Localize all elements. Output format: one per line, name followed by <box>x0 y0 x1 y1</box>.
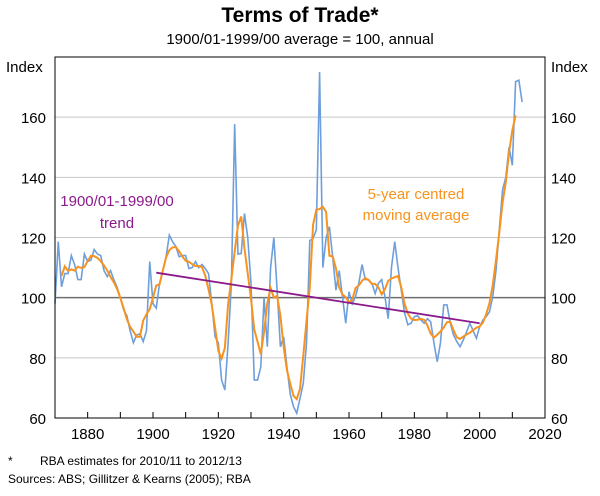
y-tick-label-left: 160 <box>21 110 46 127</box>
y-tick-label-left: 60 <box>29 411 46 428</box>
x-tick-label: 1960 <box>332 426 365 443</box>
plot-frame <box>54 56 546 419</box>
y-tick-label-left: 100 <box>21 291 46 308</box>
y-tick-label-right: 80 <box>551 351 568 368</box>
y-axis-label-right: Index <box>551 59 588 76</box>
y-tick-label-right: 120 <box>551 231 576 248</box>
y-tick-label-right: 60 <box>551 411 568 428</box>
trend-label-line1: 1900/01-1999/00 <box>60 193 173 210</box>
moving-average-line <box>60 115 517 401</box>
chart-subtitle: 1900/01-1999/00 average = 100, annual <box>166 31 433 48</box>
ma-label-line1: 5-year centred <box>368 186 465 203</box>
ma-label-line2: moving average <box>363 207 470 224</box>
x-tick-label: 1880 <box>71 426 104 443</box>
x-tick-label: 2000 <box>463 426 496 443</box>
y-tick-label-left: 120 <box>21 231 46 248</box>
x-tick-label: 2020 <box>528 426 561 443</box>
footnote-sources: Sources: ABS; Gillitzer & Kearns (2005);… <box>8 472 251 486</box>
x-tick-label: 1900 <box>136 426 169 443</box>
y-tick-label-right: 140 <box>551 170 576 187</box>
trend-label-line2: trend <box>100 215 134 232</box>
y-tick-label-left: 140 <box>21 170 46 187</box>
y-tick-label-right: 160 <box>551 110 576 127</box>
x-tick-label: 1920 <box>202 426 235 443</box>
y-tick-label-right: 100 <box>551 291 576 308</box>
y-tick-label-left: 80 <box>29 351 46 368</box>
x-tick-label: 1940 <box>267 426 300 443</box>
x-tick-label: 1980 <box>398 426 431 443</box>
chart-title: Terms of Trade* <box>221 4 379 27</box>
trend-line <box>156 271 480 325</box>
footnote-star: * <box>8 454 13 468</box>
footnote-note: RBA estimates for 2010/11 to 2012/13 <box>40 454 242 468</box>
annual-series-line <box>54 72 523 416</box>
y-axis-label-left: Index <box>6 59 43 76</box>
